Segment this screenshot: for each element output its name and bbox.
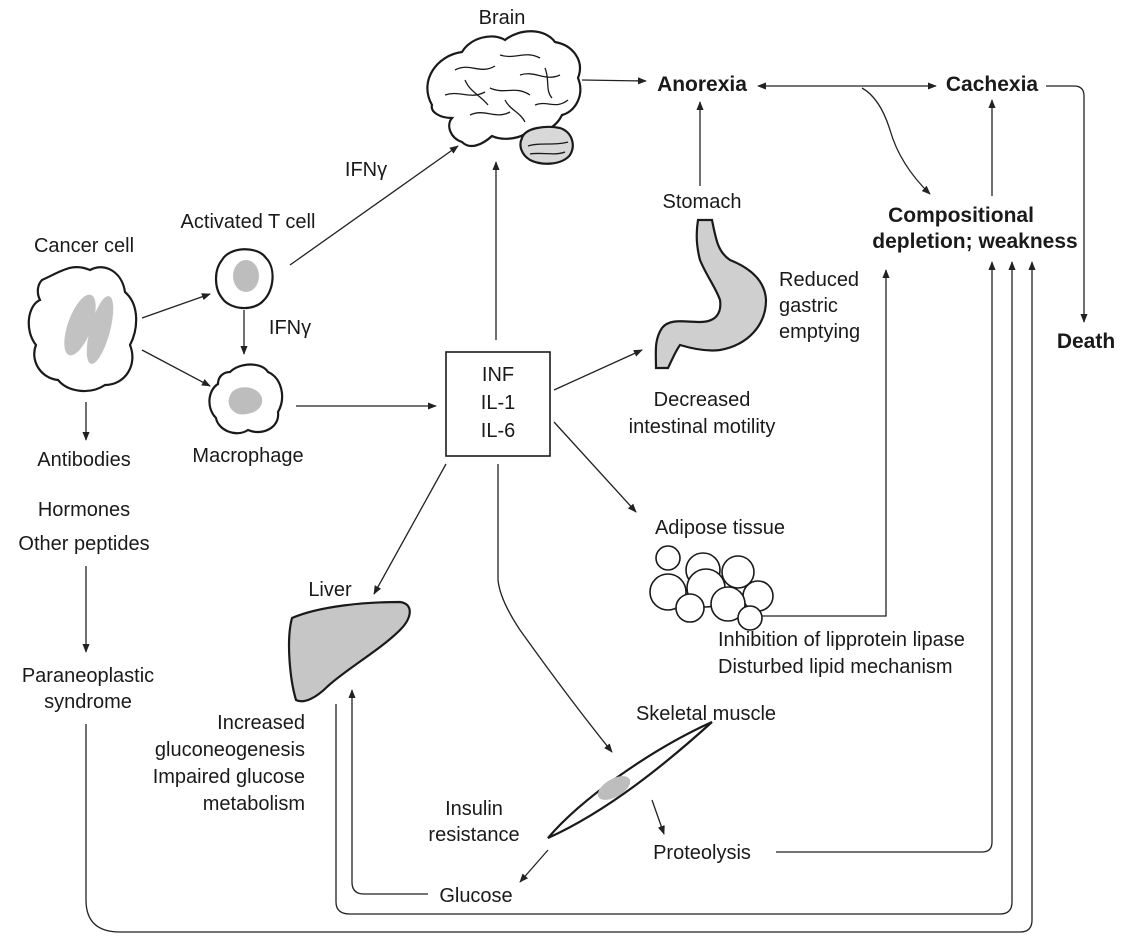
liver-icon bbox=[289, 602, 410, 701]
brain-label: Brain bbox=[479, 7, 526, 29]
liver-effect-4: metabolism bbox=[203, 793, 305, 815]
adipose-tissue-icon bbox=[650, 546, 773, 630]
antibodies-label: Antibodies bbox=[37, 449, 130, 471]
cytokine-inf: INF bbox=[482, 364, 514, 386]
lipoprotein-label-2: Disturbed lipid mechanism bbox=[718, 656, 953, 678]
decreased-label-1: Decreased bbox=[654, 389, 751, 411]
liver-effect-3: Impaired glucose bbox=[153, 766, 305, 788]
skeletal-muscle-label: Skeletal muscle bbox=[636, 703, 776, 725]
brain-icon bbox=[427, 31, 580, 163]
t-cell-icon bbox=[216, 249, 273, 308]
cytokine-il6: IL-6 bbox=[481, 420, 515, 442]
paraneoplastic-label-1: Paraneoplastic bbox=[22, 665, 154, 687]
macrophage-label: Macrophage bbox=[192, 445, 303, 467]
stomach-label: Stomach bbox=[663, 191, 742, 213]
reduced-label-3: emptying bbox=[779, 321, 860, 343]
hormones-label: Hormones bbox=[38, 499, 130, 521]
ifn-mid-label: IFNγ bbox=[269, 317, 311, 339]
skeletal-muscle-icon bbox=[548, 722, 712, 838]
death-label: Death bbox=[1057, 330, 1115, 353]
anorexia-label: Anorexia bbox=[657, 73, 747, 96]
reduced-label-1: Reduced bbox=[779, 269, 859, 291]
ifn-top-label: IFNγ bbox=[345, 159, 387, 181]
cytokine-il1: IL-1 bbox=[481, 392, 515, 414]
cancer-cell-label: Cancer cell bbox=[34, 235, 134, 257]
macrophage-icon bbox=[209, 365, 282, 434]
compositional-label-1: Compositional bbox=[888, 204, 1034, 227]
insulin-label-1: Insulin bbox=[445, 798, 503, 820]
activated-t-cell-label: Activated T cell bbox=[181, 211, 316, 233]
cancer-cell-icon bbox=[29, 267, 136, 391]
paraneoplastic-label-2: syndrome bbox=[44, 691, 132, 713]
liver-effect-1: Increased bbox=[217, 712, 305, 734]
other-peptides-label: Other peptides bbox=[18, 533, 149, 555]
glucose-label: Glucose bbox=[439, 885, 512, 907]
proteolysis-label: Proteolysis bbox=[653, 842, 751, 864]
adipose-label: Adipose tissue bbox=[655, 517, 785, 539]
compositional-label-2: depletion; weakness bbox=[872, 230, 1077, 253]
stomach-icon bbox=[656, 220, 766, 368]
cachexia-label: Cachexia bbox=[946, 73, 1039, 96]
decreased-label-2: intestinal motility bbox=[629, 416, 776, 438]
reduced-label-2: gastric bbox=[779, 295, 838, 317]
lipoprotein-label-1: Inhibition of lipprotein lipase bbox=[718, 629, 965, 651]
liver-effect-2: gluconeogenesis bbox=[155, 739, 305, 761]
liver-label: Liver bbox=[308, 579, 352, 601]
insulin-label-2: resistance bbox=[428, 824, 519, 846]
